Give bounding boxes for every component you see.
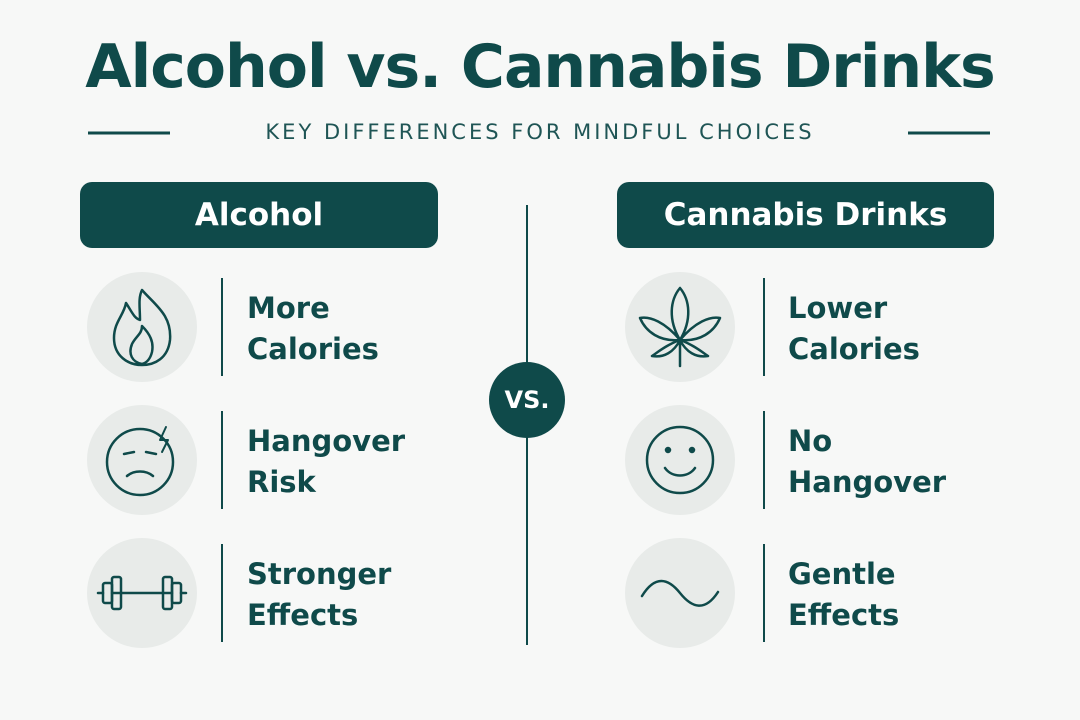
icon-bg xyxy=(625,405,735,515)
heading-pill xyxy=(617,182,994,248)
wave-icon xyxy=(640,579,720,607)
leaf-icon xyxy=(638,286,722,368)
item-label: Lower Calories xyxy=(788,291,920,366)
title: Alcohol vs. Cannabis Drinks xyxy=(85,32,996,102)
vs-badge xyxy=(489,362,565,438)
flame-icon xyxy=(112,288,172,367)
dumbbell-icon xyxy=(96,575,188,611)
item-label: Hangover Risk xyxy=(247,424,406,499)
item-label: More Calories xyxy=(247,291,379,366)
icon-bg xyxy=(87,405,197,515)
vs-label: VS. xyxy=(504,386,550,414)
item-label: Stronger Effects xyxy=(247,557,392,632)
item-label: No Hangover xyxy=(788,424,947,499)
subtitle: KEY DIFFERENCES FOR MINDFUL CHOICES xyxy=(265,120,815,144)
column-heading: Alcohol xyxy=(194,197,324,233)
item-label: Gentle Effects xyxy=(788,557,900,632)
column-heading: Cannabis Drinks xyxy=(663,197,948,233)
headache-icon xyxy=(105,426,175,497)
heading-pill xyxy=(80,182,438,248)
smile-icon xyxy=(645,425,715,495)
